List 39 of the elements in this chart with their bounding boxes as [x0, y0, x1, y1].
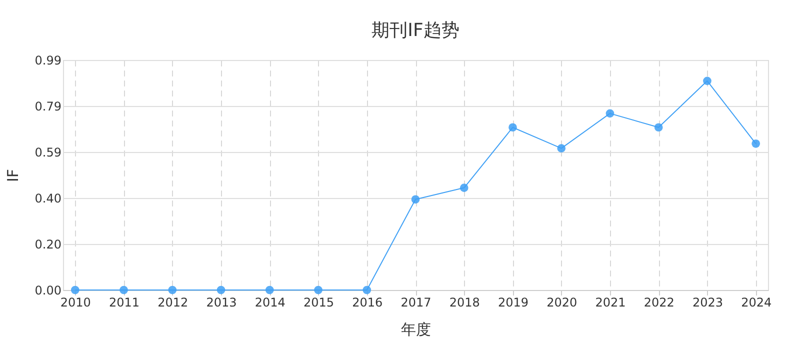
- y-tick-label: 0.00: [34, 284, 62, 298]
- y-tick-label: 0.59: [34, 146, 62, 160]
- x-tick-label: 2021: [595, 296, 626, 310]
- point: [70, 286, 80, 294]
- point: [265, 286, 274, 294]
- y-tick-label: 0.79: [34, 100, 62, 114]
- point: [168, 286, 177, 294]
- y-tick-label: 0.40: [34, 192, 62, 206]
- x-axis-title: 年度: [401, 320, 431, 338]
- x-tick-label: 2010: [60, 296, 91, 310]
- x-tick-label: 2013: [206, 296, 237, 310]
- point: [606, 109, 614, 118]
- point: [460, 184, 468, 192]
- y-axis-title: IF: [4, 168, 22, 182]
- point: [314, 286, 322, 294]
- y-tick-label: 0.99: [34, 54, 62, 68]
- x-tick-label: 2014: [254, 296, 286, 310]
- x-tick-label: 2022: [644, 296, 674, 310]
- point: [557, 144, 566, 152]
- y-tick-label: 0.20: [34, 238, 62, 252]
- x-tick-label: 2012: [158, 296, 188, 310]
- x-tick-label: 2023: [692, 296, 723, 310]
- x-tick-label: 2015: [303, 296, 334, 310]
- x-tick-label: 2018: [449, 296, 480, 310]
- x-tick-label: 2017: [400, 296, 432, 310]
- point: [411, 195, 420, 204]
- point: [654, 123, 663, 132]
- chart-title: 期刊IF趋势: [372, 20, 460, 41]
- point: [362, 286, 372, 294]
- x-tick-label: 2019: [498, 296, 529, 310]
- point: [703, 76, 712, 86]
- x-tick-label: 2020: [546, 296, 578, 310]
- point: [508, 123, 517, 132]
- point: [216, 286, 226, 294]
- x-tick-label: 2016: [352, 296, 383, 310]
- point: [752, 139, 760, 148]
- point: [120, 286, 128, 294]
- x-tick-label: 2011: [109, 296, 140, 310]
- x-tick-label: 2024: [741, 296, 772, 310]
